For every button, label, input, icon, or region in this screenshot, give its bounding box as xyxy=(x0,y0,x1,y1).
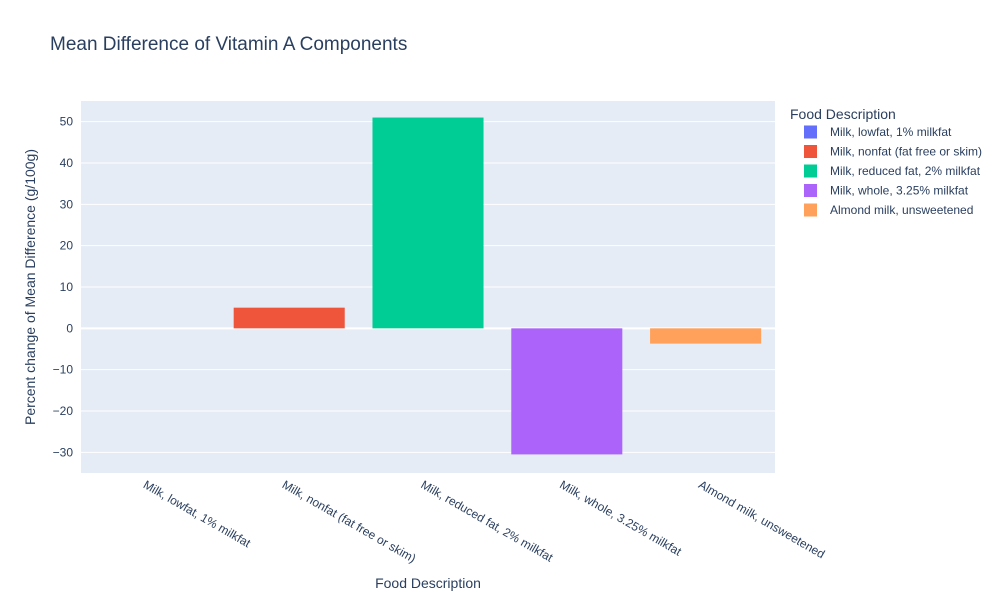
y-tick-label: 50 xyxy=(60,115,74,129)
bar xyxy=(511,328,623,455)
legend-label: Milk, reduced fat, 2% milkfat xyxy=(830,164,981,178)
x-axis-ticks: Milk, lowfat, 1% milkfat Milk, nonfat (fa… xyxy=(141,477,827,565)
legend: Food Description Milk, lowfat, 1% milkfa… xyxy=(790,106,982,217)
x-tick-label: Milk, reduced fat, 2% milkfat xyxy=(419,477,557,564)
legend-label: Milk, whole, 3.25% milkfat xyxy=(830,184,969,198)
y-tick-label: 40 xyxy=(60,156,74,170)
bar xyxy=(233,307,345,329)
y-tick-label: 10 xyxy=(60,280,74,294)
legend-title: Food Description xyxy=(790,106,896,122)
bar xyxy=(372,117,484,329)
bar xyxy=(650,328,762,344)
legend-label: Milk, lowfat, 1% milkfat xyxy=(830,125,952,139)
x-tick-label: Milk, whole, 3.25% milkfat xyxy=(557,477,684,558)
legend-label: Almond milk, unsweetened xyxy=(830,203,973,217)
y-axis-title: Percent change of Mean Difference (g/100… xyxy=(22,149,38,425)
legend-label: Milk, nonfat (fat free or skim) xyxy=(830,145,982,159)
legend-swatch xyxy=(804,164,817,178)
x-tick-label: Almond milk, unsweetened xyxy=(696,477,827,561)
legend-items: Milk, lowfat, 1% milkfat Milk, nonfat (fa… xyxy=(804,125,982,217)
legend-swatch xyxy=(804,145,817,158)
legend-swatch xyxy=(804,125,817,139)
legend-swatch xyxy=(804,203,817,217)
y-tick-label: −30 xyxy=(53,445,74,459)
y-tick-label: 0 xyxy=(66,321,73,335)
legend-swatch xyxy=(804,184,817,197)
x-tick-label: Milk, lowfat, 1% milkfat xyxy=(141,477,254,550)
x-tick-label: Milk, nonfat (fat free or skim) xyxy=(280,477,419,565)
chart-title: Mean Difference of Vitamin A Components xyxy=(50,34,407,55)
y-tick-label: −20 xyxy=(53,404,74,418)
x-axis-title: Food Description xyxy=(375,575,481,591)
y-tick-label: −10 xyxy=(53,363,74,377)
bars xyxy=(233,117,762,455)
y-tick-label: 30 xyxy=(60,197,74,211)
y-axis-ticks: 50 40 30 20 10 0 −10 −20 −30 xyxy=(53,115,74,460)
y-tick-label: 20 xyxy=(60,239,74,253)
